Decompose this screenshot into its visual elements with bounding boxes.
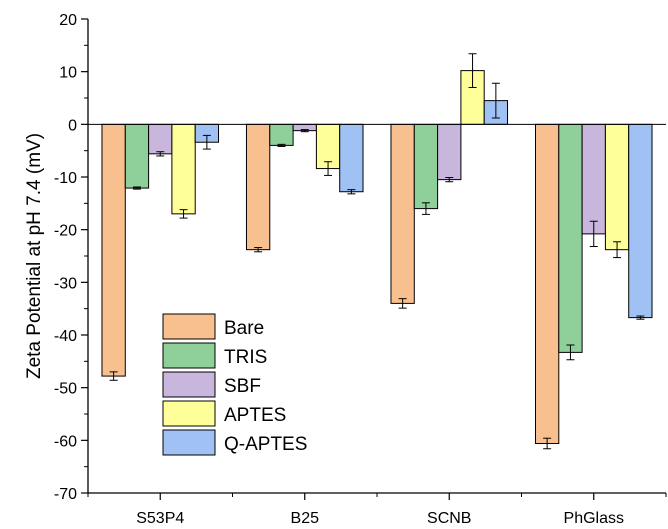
legend-swatch-sbf xyxy=(162,371,216,398)
x-tick-label-phglass: PhGlass xyxy=(564,510,624,527)
legend-swatch-aptes xyxy=(162,400,216,427)
y-tick-label: -50 xyxy=(54,381,77,398)
y-tick-label: -40 xyxy=(54,328,77,345)
y-tick-label: -70 xyxy=(54,486,77,503)
bar-sbf-phglass xyxy=(581,123,606,235)
bar-bare-b25 xyxy=(245,123,271,251)
legend-label-q-aptes: Q-APTES xyxy=(224,434,307,455)
y-tick-label: -30 xyxy=(54,275,77,292)
x-tick-label-b25: B25 xyxy=(291,510,320,527)
bars-layer xyxy=(101,70,653,444)
bar-tris-scnb xyxy=(413,123,439,210)
bar-q-aptes-b25 xyxy=(339,123,364,193)
y-tick-label: -60 xyxy=(54,433,77,450)
bar-sbf-s53p4 xyxy=(148,123,173,155)
axes-layer: 20 10 0 -10 -20 -30 -40 -50 -60 -70 S53P4 B25 SCNB Ph… xyxy=(54,12,667,527)
y-axis-title: Zeta Potential at pH 7.4 (mV) xyxy=(24,133,45,379)
bar-aptes-s53p4 xyxy=(171,123,196,215)
legend-swatch-tris xyxy=(162,342,216,369)
error-bars-layer xyxy=(109,53,645,450)
y-tick-label: -10 xyxy=(54,170,77,187)
y-tick-label: 0 xyxy=(68,117,77,134)
legend: Bare TRIS SBF APTES Q-APTES xyxy=(162,313,307,456)
bar-bare-scnb xyxy=(390,123,415,304)
legend-swatch-bare xyxy=(162,313,216,340)
bar-bare-phglass xyxy=(534,123,560,444)
y-tick-label: -20 xyxy=(54,223,77,240)
legend-swatch-q-aptes xyxy=(162,429,216,456)
legend-label-bare: Bare xyxy=(224,318,264,339)
x-tick-label-scnb: SCNB xyxy=(427,510,471,527)
x-tick-label-s53p4: S53P4 xyxy=(136,510,184,527)
y-tick-label: 20 xyxy=(59,12,77,29)
y-tick-label: 10 xyxy=(59,65,77,82)
bar-tris-s53p4 xyxy=(124,123,150,189)
bar-tris-phglass xyxy=(558,123,583,353)
bar-q-aptes-phglass xyxy=(628,123,653,319)
legend-label-tris: TRIS xyxy=(224,347,267,368)
bar-bare-s53p4 xyxy=(101,123,126,377)
legend-label-aptes: APTES xyxy=(224,405,286,426)
bar-aptes-phglass xyxy=(604,123,630,251)
bar-sbf-scnb xyxy=(437,123,462,181)
bar-tris-b25 xyxy=(269,123,294,146)
legend-label-sbf: SBF xyxy=(224,376,261,397)
